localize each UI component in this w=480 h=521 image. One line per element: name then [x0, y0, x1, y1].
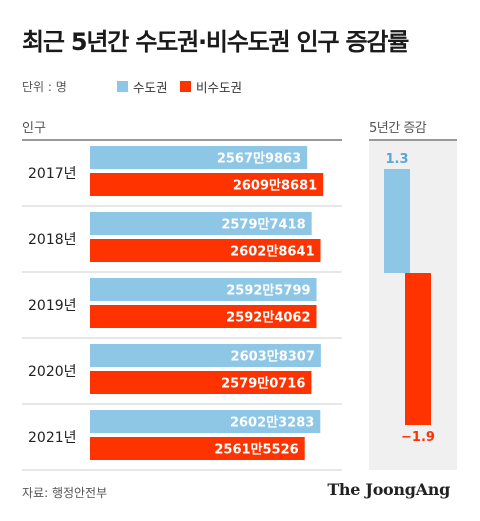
metro-change-bar	[384, 169, 410, 273]
metro-bar-label: 2579만7418	[221, 217, 305, 233]
metro-bar-label: 2592만5799	[226, 283, 310, 299]
metro-change-label: 1.3	[385, 152, 408, 167]
non-metro-bar	[90, 239, 321, 262]
year-label: 2019년	[28, 298, 77, 314]
metro-bar	[90, 410, 321, 433]
non-metro-bar	[90, 437, 305, 460]
year-label: 2020년	[28, 364, 77, 380]
legend-label-non-metro: 비수도권	[196, 80, 243, 95]
metro-bar	[90, 344, 321, 367]
legend-item-non-metro: 비수도권	[180, 77, 242, 96]
metro-bar-label: 2567만9863	[217, 151, 301, 167]
non-metro-bar	[90, 371, 312, 394]
legend-swatch-non-metro	[180, 81, 191, 92]
brand-logo: The JoongAng	[327, 480, 450, 499]
source-note: 자료: 행정안전부	[22, 486, 108, 500]
legend-label-metro: 수도권	[133, 80, 168, 95]
change-column-header: 5년간 증감	[369, 121, 427, 136]
non-metro-bar-label: 2609만8681	[233, 178, 317, 194]
year-label: 2021년	[28, 430, 77, 446]
unit-label: 단위 : 명	[22, 80, 67, 94]
metro-bar-label: 2603만8307	[231, 349, 315, 365]
non-metro-bar	[90, 173, 324, 196]
non-metro-bar-label: 2602만8641	[230, 244, 314, 260]
non-metro-change-label: −1.9	[401, 430, 435, 445]
non-metro-bar	[90, 305, 317, 328]
metro-bar-label: 2602만3283	[230, 415, 314, 431]
non-metro-bar-label: 2579만0716	[221, 376, 305, 392]
metro-bar	[90, 278, 317, 301]
year-label: 2017년	[28, 166, 77, 182]
non-metro-bar-label: 2561만5526	[214, 442, 298, 458]
chart-title: 최근 5년간 수도권·비수도권 인구 증감률	[22, 28, 409, 56]
metro-bar	[90, 146, 308, 169]
non-metro-change-bar	[405, 273, 431, 425]
year-label: 2018년	[28, 232, 77, 248]
metro-bar	[90, 212, 312, 235]
legend-item-metro: 수도권	[117, 77, 168, 96]
legend-swatch-metro	[117, 81, 128, 92]
population-column-header: 인구	[22, 121, 46, 136]
non-metro-bar-label: 2592만4062	[226, 310, 310, 326]
